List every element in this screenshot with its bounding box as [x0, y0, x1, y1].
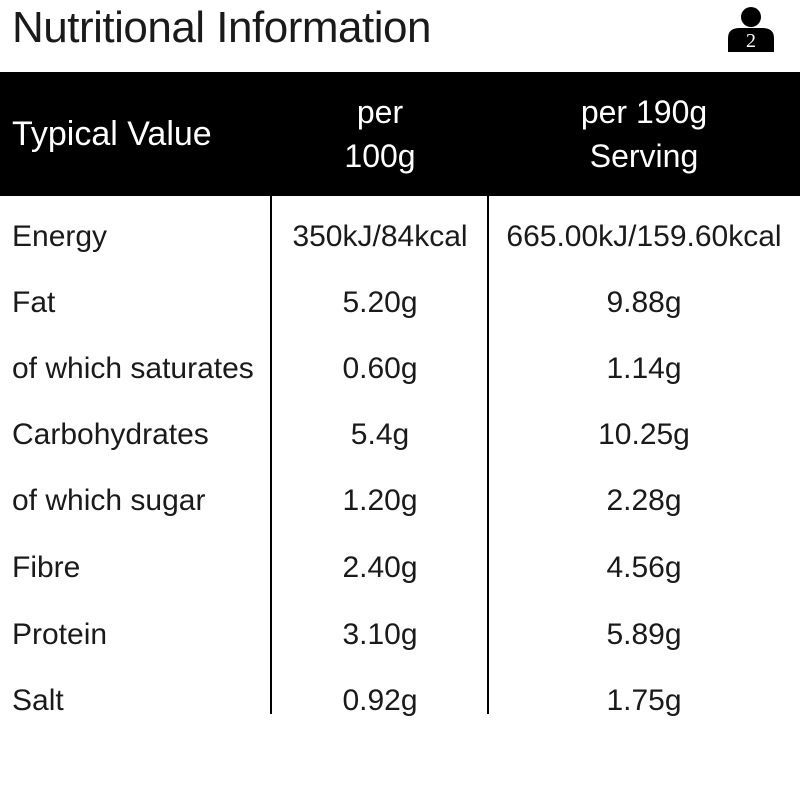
table-row: Protein 3.10g 5.89g [0, 602, 800, 668]
nutrient-name: Salt [12, 684, 64, 717]
table-row: Fibre 2.40g 4.56g [0, 535, 800, 601]
nutrient-name: Fibre [12, 551, 81, 584]
nutrient-name: Protein [12, 618, 108, 651]
nutrient-name: of which saturates [12, 352, 254, 385]
value-per-serving: 9.88g [606, 286, 682, 319]
value-per-serving: 2.28g [606, 484, 682, 517]
value-per-100g: 2.40g [342, 551, 418, 584]
value-per-serving: 1.14g [606, 352, 682, 385]
value-per-100g: 0.92g [342, 684, 418, 717]
page-title: Nutritional Information [12, 3, 431, 52]
value-per-100g: 0.60g [342, 352, 418, 385]
value-per-serving: 5.89g [606, 618, 682, 651]
header-per-serving-line1: per 190g [580, 94, 708, 130]
header-per-100g-line1: per [356, 94, 404, 130]
nutrient-name: Fat [12, 286, 56, 319]
value-per-serving: 4.56g [606, 551, 682, 584]
value-per-100g: 5.20g [342, 286, 418, 319]
serving-badge: 2 [726, 4, 776, 54]
table-row: Carbohydrates 5.4g 10.25g [0, 402, 800, 468]
column-divider [270, 196, 272, 714]
value-per-100g: 350kJ/84kcal [292, 220, 468, 253]
table-row: of which sugar 1.20g 2.28g [0, 468, 800, 534]
table-header: Typical Value per 100g per 190g Serving [0, 72, 800, 196]
value-per-100g: 1.20g [342, 484, 418, 517]
value-per-100g: 5.4g [350, 418, 410, 451]
person-icon [728, 7, 774, 52]
nutrient-name: of which sugar [12, 484, 206, 517]
header-per-100g: per 100g [272, 72, 488, 196]
nutrient-name: Carbohydrates [12, 418, 209, 451]
header-per-serving: per 190g Serving [490, 72, 798, 196]
table-row: of which saturates 0.60g 1.14g [0, 336, 800, 402]
value-per-100g: 3.10g [342, 618, 418, 651]
serving-count: 2 [746, 30, 756, 52]
table-row: Salt 0.92g 1.75g [0, 668, 800, 734]
value-per-serving: 665.00kJ/159.60kcal [506, 220, 782, 253]
value-per-serving: 1.75g [606, 684, 682, 717]
header-per-serving-line2: Serving [589, 138, 699, 174]
column-divider [487, 196, 489, 714]
header-per-100g-line2: 100g [344, 138, 416, 174]
table-row: Energy 350kJ/84kcal 665.00kJ/159.60kcal [0, 204, 800, 270]
table-row: Fat 5.20g 9.88g [0, 270, 800, 336]
nutrient-name: Energy [12, 220, 108, 253]
value-per-serving: 10.25g [598, 418, 690, 451]
header-typical-value: Typical Value [12, 114, 212, 153]
